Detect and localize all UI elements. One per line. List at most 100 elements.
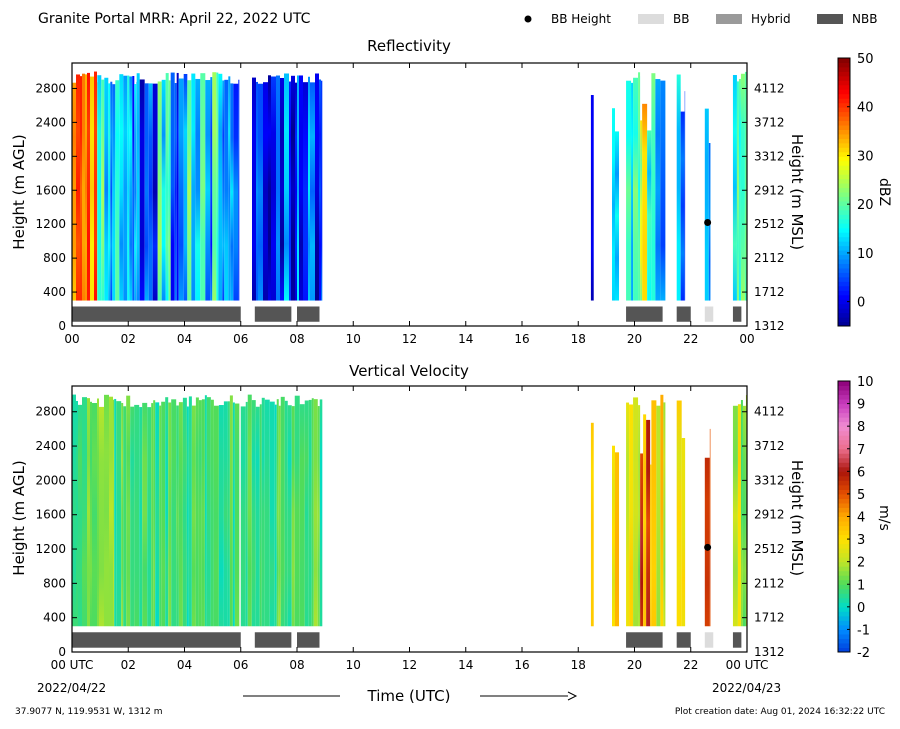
data-column bbox=[320, 399, 323, 626]
data-column bbox=[246, 402, 248, 626]
bb-class-bar-bb bbox=[705, 632, 713, 647]
data-column bbox=[112, 84, 115, 300]
data-column bbox=[205, 80, 210, 301]
bb-class-bar-nbb bbox=[626, 632, 663, 647]
data-column bbox=[629, 404, 633, 626]
bb-class-bar-nbb bbox=[626, 306, 663, 321]
data-column bbox=[612, 108, 615, 300]
colorbar-segment bbox=[838, 440, 850, 445]
colorbar-segment bbox=[838, 147, 850, 152]
data-column bbox=[633, 397, 638, 626]
colorbar-segment bbox=[838, 268, 850, 273]
data-column bbox=[260, 404, 262, 626]
data-column bbox=[295, 396, 300, 627]
data-column bbox=[233, 84, 238, 301]
data-column bbox=[179, 402, 183, 626]
y-tick-label: 0 bbox=[58, 319, 66, 333]
data-column bbox=[78, 405, 82, 626]
data-column bbox=[145, 83, 149, 300]
colorbar-segment bbox=[838, 188, 850, 193]
data-column bbox=[612, 446, 615, 627]
data-column bbox=[235, 404, 239, 627]
data-column bbox=[743, 406, 746, 626]
data-column bbox=[591, 423, 594, 626]
data-column bbox=[275, 405, 277, 627]
data-column bbox=[270, 402, 275, 627]
x-tick-label: 14 bbox=[458, 658, 473, 672]
data-column bbox=[241, 406, 246, 626]
data-column bbox=[705, 458, 710, 627]
colorbar-segment bbox=[838, 174, 850, 179]
colorbar-segment bbox=[838, 317, 850, 322]
data-column bbox=[119, 74, 123, 300]
legend-bb-swatch bbox=[638, 14, 664, 24]
colorbar-segment bbox=[838, 192, 850, 197]
data-column bbox=[184, 74, 188, 301]
data-column bbox=[615, 131, 619, 300]
colorbar-tick-label: 50 bbox=[857, 52, 874, 67]
data-column bbox=[121, 403, 123, 626]
colorbar-segment bbox=[838, 183, 850, 188]
colorbar-segment bbox=[838, 386, 850, 391]
colorbar-segment bbox=[838, 58, 850, 63]
data-column bbox=[309, 400, 312, 626]
data-column bbox=[165, 397, 168, 626]
data-column bbox=[265, 400, 270, 627]
x-tick-label: 22 bbox=[683, 658, 698, 672]
data-column bbox=[263, 82, 268, 300]
data-column bbox=[615, 452, 619, 626]
colorbar-segment bbox=[838, 125, 850, 130]
data-column bbox=[76, 74, 80, 300]
colorbar-tick-label: 0 bbox=[857, 296, 865, 311]
y-tick-label: 1600 bbox=[35, 183, 66, 197]
colorbar-segment bbox=[838, 566, 850, 571]
data-column bbox=[205, 395, 207, 626]
colorbar-segment bbox=[838, 179, 850, 184]
x-tick-label: 02 bbox=[121, 332, 136, 346]
data-column bbox=[656, 406, 660, 627]
colorbar-segment bbox=[838, 205, 850, 210]
colorbar-tick-label: 0 bbox=[857, 601, 865, 616]
data-column bbox=[97, 398, 99, 626]
data-column bbox=[710, 429, 711, 626]
colorbar-segment bbox=[838, 138, 850, 143]
colorbar-tick-label: 30 bbox=[857, 149, 874, 164]
colorbar-segment bbox=[838, 453, 850, 458]
colorbar-segment bbox=[838, 435, 850, 440]
data-column bbox=[230, 83, 233, 300]
data-column bbox=[176, 405, 179, 626]
colorbar-segment bbox=[838, 156, 850, 161]
data-column bbox=[308, 77, 310, 301]
data-column bbox=[314, 399, 318, 626]
colorbar-segment bbox=[838, 634, 850, 639]
x-tick-label: 08 bbox=[289, 658, 304, 672]
y-tick-right-label: 3312 bbox=[754, 473, 785, 487]
bb-class-bar-nbb bbox=[733, 306, 741, 321]
data-column bbox=[137, 73, 140, 300]
x-tick-label: 04 bbox=[177, 332, 192, 346]
colorbar-segment bbox=[838, 517, 850, 522]
data-column bbox=[663, 402, 665, 626]
colorbar-segment bbox=[838, 643, 850, 648]
colorbar-tick-label: 2 bbox=[857, 556, 865, 571]
y-tick-right-label: 2512 bbox=[754, 542, 785, 556]
data-column bbox=[161, 402, 165, 627]
colorbar-segment bbox=[838, 98, 850, 103]
y-tick-label: 2000 bbox=[35, 149, 66, 163]
colorbar-segment bbox=[838, 571, 850, 576]
data-column bbox=[116, 401, 121, 626]
data-column bbox=[228, 76, 230, 300]
y-tick-right-label: 2112 bbox=[754, 576, 785, 590]
data-column bbox=[207, 397, 211, 626]
colorbar-segment bbox=[838, 228, 850, 233]
colorbar-segment bbox=[838, 611, 850, 616]
x-tick-label: 00 bbox=[739, 332, 754, 346]
data-column bbox=[80, 76, 82, 300]
data-column bbox=[741, 400, 743, 626]
colorbar-segment bbox=[838, 462, 850, 467]
colorbar-segment bbox=[838, 246, 850, 251]
data-column bbox=[147, 407, 151, 626]
data-column bbox=[187, 80, 191, 300]
data-column bbox=[218, 74, 222, 301]
data-column bbox=[166, 73, 169, 300]
